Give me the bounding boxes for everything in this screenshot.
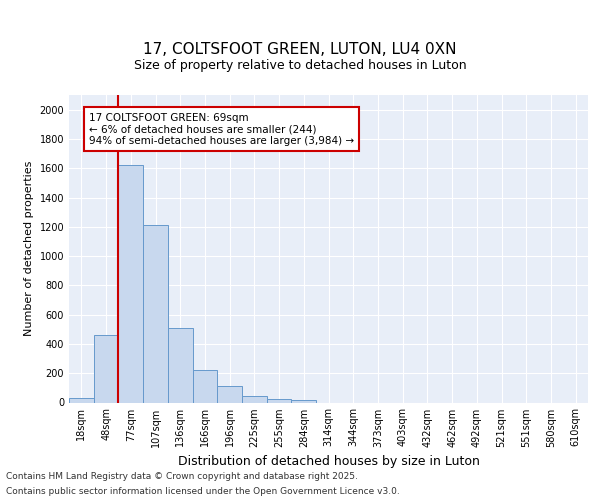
Text: 17 COLTSFOOT GREEN: 69sqm
← 6% of detached houses are smaller (244)
94% of semi-: 17 COLTSFOOT GREEN: 69sqm ← 6% of detach…	[89, 112, 354, 146]
Bar	[267, 399, 292, 402]
Bar	[118, 166, 143, 402]
Bar	[193, 370, 217, 402]
Bar	[168, 328, 193, 402]
Bar	[242, 396, 267, 402]
Text: 17, COLTSFOOT GREEN, LUTON, LU4 0XN: 17, COLTSFOOT GREEN, LUTON, LU4 0XN	[143, 42, 457, 58]
Bar	[94, 335, 118, 402]
Text: Contains HM Land Registry data © Crown copyright and database right 2025.: Contains HM Land Registry data © Crown c…	[6, 472, 358, 481]
Bar	[69, 398, 94, 402]
Bar	[292, 400, 316, 402]
Y-axis label: Number of detached properties: Number of detached properties	[24, 161, 34, 336]
X-axis label: Distribution of detached houses by size in Luton: Distribution of detached houses by size …	[178, 455, 479, 468]
Bar	[143, 226, 168, 402]
Bar	[217, 386, 242, 402]
Text: Contains public sector information licensed under the Open Government Licence v3: Contains public sector information licen…	[6, 487, 400, 496]
Text: Size of property relative to detached houses in Luton: Size of property relative to detached ho…	[134, 60, 466, 72]
